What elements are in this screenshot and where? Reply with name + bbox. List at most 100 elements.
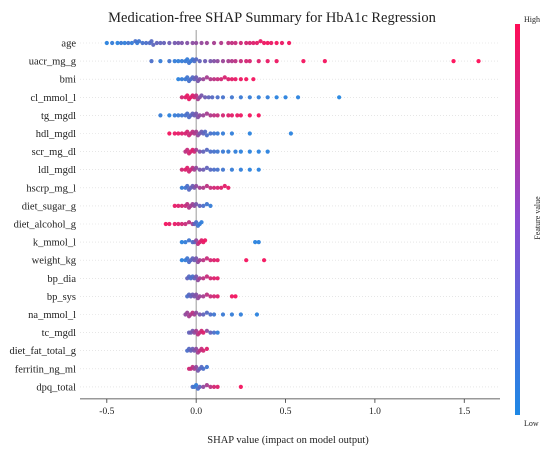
shap-point	[194, 75, 199, 80]
shap-point	[176, 131, 181, 136]
shap-point	[136, 39, 142, 44]
shap-point	[229, 59, 235, 64]
shap-point	[211, 258, 217, 263]
shap-point	[233, 40, 238, 46]
shap-point	[265, 40, 270, 46]
shap-point	[185, 57, 190, 62]
chart-title: Medication-free SHAP Summary for HbA1c R…	[108, 10, 436, 26]
colorbar-high-label: High	[524, 15, 540, 24]
shap-point	[233, 294, 238, 299]
shap-point	[176, 59, 181, 64]
shap-point	[194, 292, 199, 297]
shap-point	[208, 294, 213, 299]
shap-point	[211, 167, 217, 172]
shap-point	[110, 40, 115, 46]
shap-point	[204, 165, 209, 170]
shap-point	[215, 113, 220, 118]
feature-label: bp_sys	[47, 292, 76, 303]
shap-point	[211, 384, 217, 389]
shap-point	[172, 203, 177, 208]
shap-point	[211, 185, 217, 190]
shap-point	[201, 167, 206, 172]
shap-point	[185, 202, 190, 207]
shap-point	[149, 59, 154, 64]
shap-point	[208, 258, 213, 263]
shap-point	[203, 95, 208, 100]
feature-label: cl_mmol_l	[31, 93, 77, 104]
shap-point	[201, 384, 206, 389]
shap-point	[238, 113, 243, 118]
x-tick-label: 1.5	[458, 407, 470, 417]
shap-point	[208, 131, 213, 136]
feature-label: hscrp_mg_l	[26, 183, 76, 194]
shap-point	[244, 59, 249, 64]
shap-point	[208, 312, 213, 317]
shap-point	[201, 366, 206, 371]
shap-point	[172, 40, 177, 46]
shap-point	[261, 40, 267, 46]
shap-point	[215, 167, 220, 172]
shap-point	[185, 147, 190, 152]
shap-point	[151, 42, 156, 47]
shap-point	[186, 220, 192, 225]
shap-point	[208, 77, 213, 82]
shap-point	[229, 40, 235, 46]
shap-point	[235, 113, 240, 118]
feature-label: hdl_mgdl	[36, 129, 76, 140]
shap-point	[172, 113, 177, 118]
shap-point	[220, 131, 226, 136]
shap-point	[208, 203, 213, 208]
shap-point	[215, 330, 220, 335]
shap-point	[204, 328, 209, 333]
shap-point	[215, 95, 220, 100]
shap-point	[194, 310, 199, 315]
shap-point	[179, 131, 184, 136]
shap-point	[247, 113, 252, 118]
shap-point	[172, 131, 177, 136]
shap-point	[265, 149, 270, 154]
shap-point	[201, 113, 206, 118]
feature-label: tc_mgdl	[42, 328, 76, 339]
shap-point	[233, 149, 238, 154]
shap-point	[194, 220, 199, 225]
shap-point	[204, 147, 209, 152]
shap-point	[197, 59, 202, 64]
shap-point	[204, 202, 209, 207]
shap-point	[199, 93, 204, 98]
shap-point	[204, 310, 209, 315]
shap-point	[208, 330, 213, 335]
shap-point	[208, 276, 213, 281]
shap-point	[476, 59, 481, 64]
x-axis: -0.5 0.0 0.5 1.0 1.5	[80, 398, 500, 417]
shap-point	[129, 40, 134, 46]
shap-point	[203, 59, 208, 64]
shap-point	[204, 133, 209, 138]
x-tick-label: 0.0	[190, 407, 202, 417]
shap-point	[226, 40, 231, 46]
shap-point	[211, 149, 217, 154]
shap-point	[194, 183, 199, 189]
shap-point	[215, 131, 220, 136]
feature-label: bmi	[60, 75, 76, 86]
feature-label: scr_mg_dl	[32, 147, 76, 158]
shap-point	[194, 93, 199, 98]
shap-point	[158, 40, 163, 46]
colorbar-title: Feature value	[533, 196, 542, 240]
shap-point	[229, 131, 235, 136]
shap-point	[167, 221, 172, 227]
shap-point	[211, 276, 217, 281]
shap-point	[183, 221, 188, 227]
feature-label: bp_dia	[47, 274, 76, 285]
shap-point	[215, 59, 220, 64]
shap-point	[295, 95, 301, 100]
feature-label: tg_mgdl	[41, 111, 76, 122]
shap-point	[194, 147, 199, 152]
shap-point	[215, 149, 220, 154]
shap-point	[238, 312, 243, 317]
shap-point	[222, 75, 227, 80]
shap-point	[201, 203, 206, 208]
feature-label: uacr_mg_g	[29, 57, 77, 68]
shap-point	[269, 40, 274, 46]
shap-point	[251, 40, 256, 46]
